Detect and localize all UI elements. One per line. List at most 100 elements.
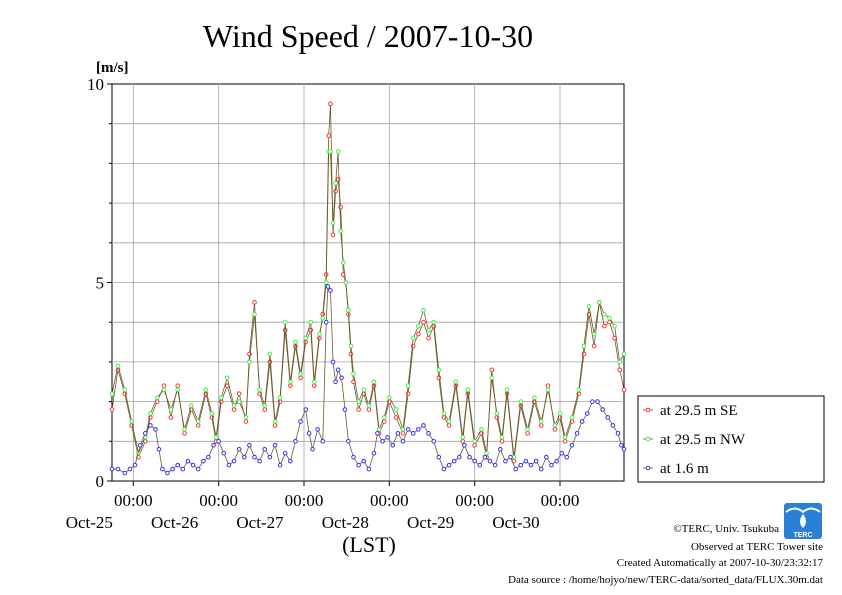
data-point <box>161 383 167 389</box>
data-point <box>596 300 602 305</box>
data-point <box>320 439 326 444</box>
data-point <box>579 419 585 424</box>
data-point <box>323 280 329 285</box>
data-point <box>168 415 174 420</box>
data-point <box>381 415 387 420</box>
data-point <box>335 149 341 154</box>
y-axis-ticks: 0 5 10 <box>87 75 112 491</box>
data-point <box>132 462 138 468</box>
data-point <box>405 383 411 389</box>
observed-text: Observed at TERC Tower site <box>691 541 823 553</box>
y-tick-label: 10 <box>87 75 104 94</box>
data-point <box>277 395 283 400</box>
series-line <box>112 285 625 474</box>
data-point <box>252 454 257 460</box>
data-point <box>451 458 457 464</box>
grid-lines <box>112 84 624 481</box>
data-point <box>585 411 590 416</box>
x-tick-date-label: Oct-25 <box>66 513 113 532</box>
data-point <box>416 331 421 337</box>
data-point <box>607 319 612 325</box>
data-point <box>426 431 431 436</box>
data-point <box>356 399 361 404</box>
data-point <box>595 399 600 404</box>
data-point <box>600 407 605 412</box>
data-point <box>148 423 153 428</box>
data-point <box>231 407 237 412</box>
data-point <box>338 204 343 210</box>
data-point <box>431 439 437 444</box>
legend-label: at 29.5 m NW <box>660 432 746 448</box>
data-point <box>421 307 426 313</box>
y-tick-label: 0 <box>96 472 105 491</box>
data-point <box>338 228 343 234</box>
legend-marker <box>645 436 651 442</box>
series-2 <box>109 149 627 460</box>
data-point <box>441 466 447 472</box>
logo-text: TERC <box>793 532 812 539</box>
data-point <box>109 466 115 472</box>
data-point <box>339 375 344 381</box>
data-point <box>282 450 288 456</box>
data-point <box>115 363 121 369</box>
data-point <box>559 450 565 456</box>
data-point <box>175 387 181 392</box>
data-point <box>333 180 338 186</box>
data-point <box>375 431 380 436</box>
data-point <box>497 446 503 452</box>
data-point <box>288 458 293 464</box>
data-point <box>122 470 128 476</box>
data-point <box>189 403 194 408</box>
data-point <box>182 427 187 432</box>
data-point <box>405 427 411 432</box>
data-point <box>288 379 293 385</box>
data-point <box>462 442 467 448</box>
data-point <box>390 442 396 448</box>
data-point <box>610 423 616 428</box>
data-point <box>303 335 309 341</box>
data-point <box>325 284 331 289</box>
data-point <box>557 411 563 416</box>
data-point <box>160 466 165 472</box>
x-tick-time-label: 00:00 <box>455 491 494 510</box>
data-point <box>590 399 595 404</box>
data-point <box>586 304 592 309</box>
data-point <box>487 458 493 464</box>
data-point <box>262 446 268 452</box>
data-point <box>533 458 539 464</box>
data-point <box>298 375 303 381</box>
data-point <box>303 407 309 412</box>
data-point <box>607 315 612 321</box>
data-point <box>393 407 399 412</box>
data-point <box>137 442 143 448</box>
data-point <box>617 367 623 373</box>
created-text: Created Automatically at 2007-10-30/23:3… <box>617 557 824 569</box>
data-point <box>195 423 201 428</box>
data-point <box>218 395 224 400</box>
data-point <box>528 462 534 468</box>
data-point <box>247 442 252 448</box>
data-point <box>460 439 466 444</box>
data-point <box>328 101 333 107</box>
data-point <box>195 419 201 424</box>
data-point <box>617 359 623 365</box>
data-point <box>554 458 559 464</box>
data-point <box>175 462 181 468</box>
data-point <box>262 407 268 412</box>
x-tick-date-label: Oct-27 <box>236 513 284 532</box>
data-point <box>569 415 575 420</box>
data-point <box>416 323 421 329</box>
data-point <box>272 419 278 424</box>
data-point <box>472 442 477 448</box>
data-point <box>410 431 416 436</box>
data-point <box>441 415 447 420</box>
data-point <box>371 379 377 385</box>
data-point <box>523 458 529 464</box>
data-point <box>148 411 153 416</box>
copyright-text: ©TERC, Univ. Tsukuba <box>673 523 779 535</box>
data-point <box>552 427 558 432</box>
data-point <box>569 442 575 448</box>
data-point <box>343 280 349 285</box>
data-point <box>518 399 524 404</box>
